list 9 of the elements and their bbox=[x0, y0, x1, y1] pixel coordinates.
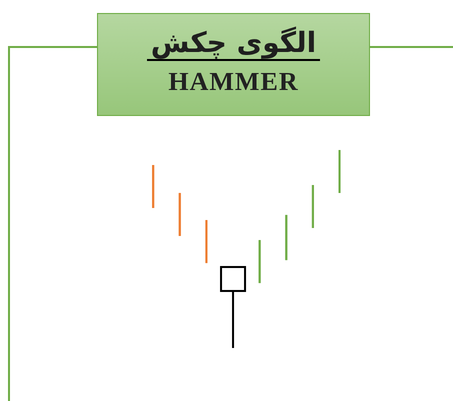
candlestick bbox=[152, 164, 154, 210]
candlestick bbox=[312, 184, 314, 230]
candlestick bbox=[205, 219, 208, 264]
candlestick bbox=[338, 150, 341, 194]
candlestick bbox=[258, 239, 261, 284]
candlestick bbox=[285, 214, 288, 262]
chart-subtitle: HAMMER bbox=[167, 67, 300, 97]
chart-title: الگوی چکش bbox=[146, 26, 320, 61]
candlestick bbox=[178, 192, 181, 237]
